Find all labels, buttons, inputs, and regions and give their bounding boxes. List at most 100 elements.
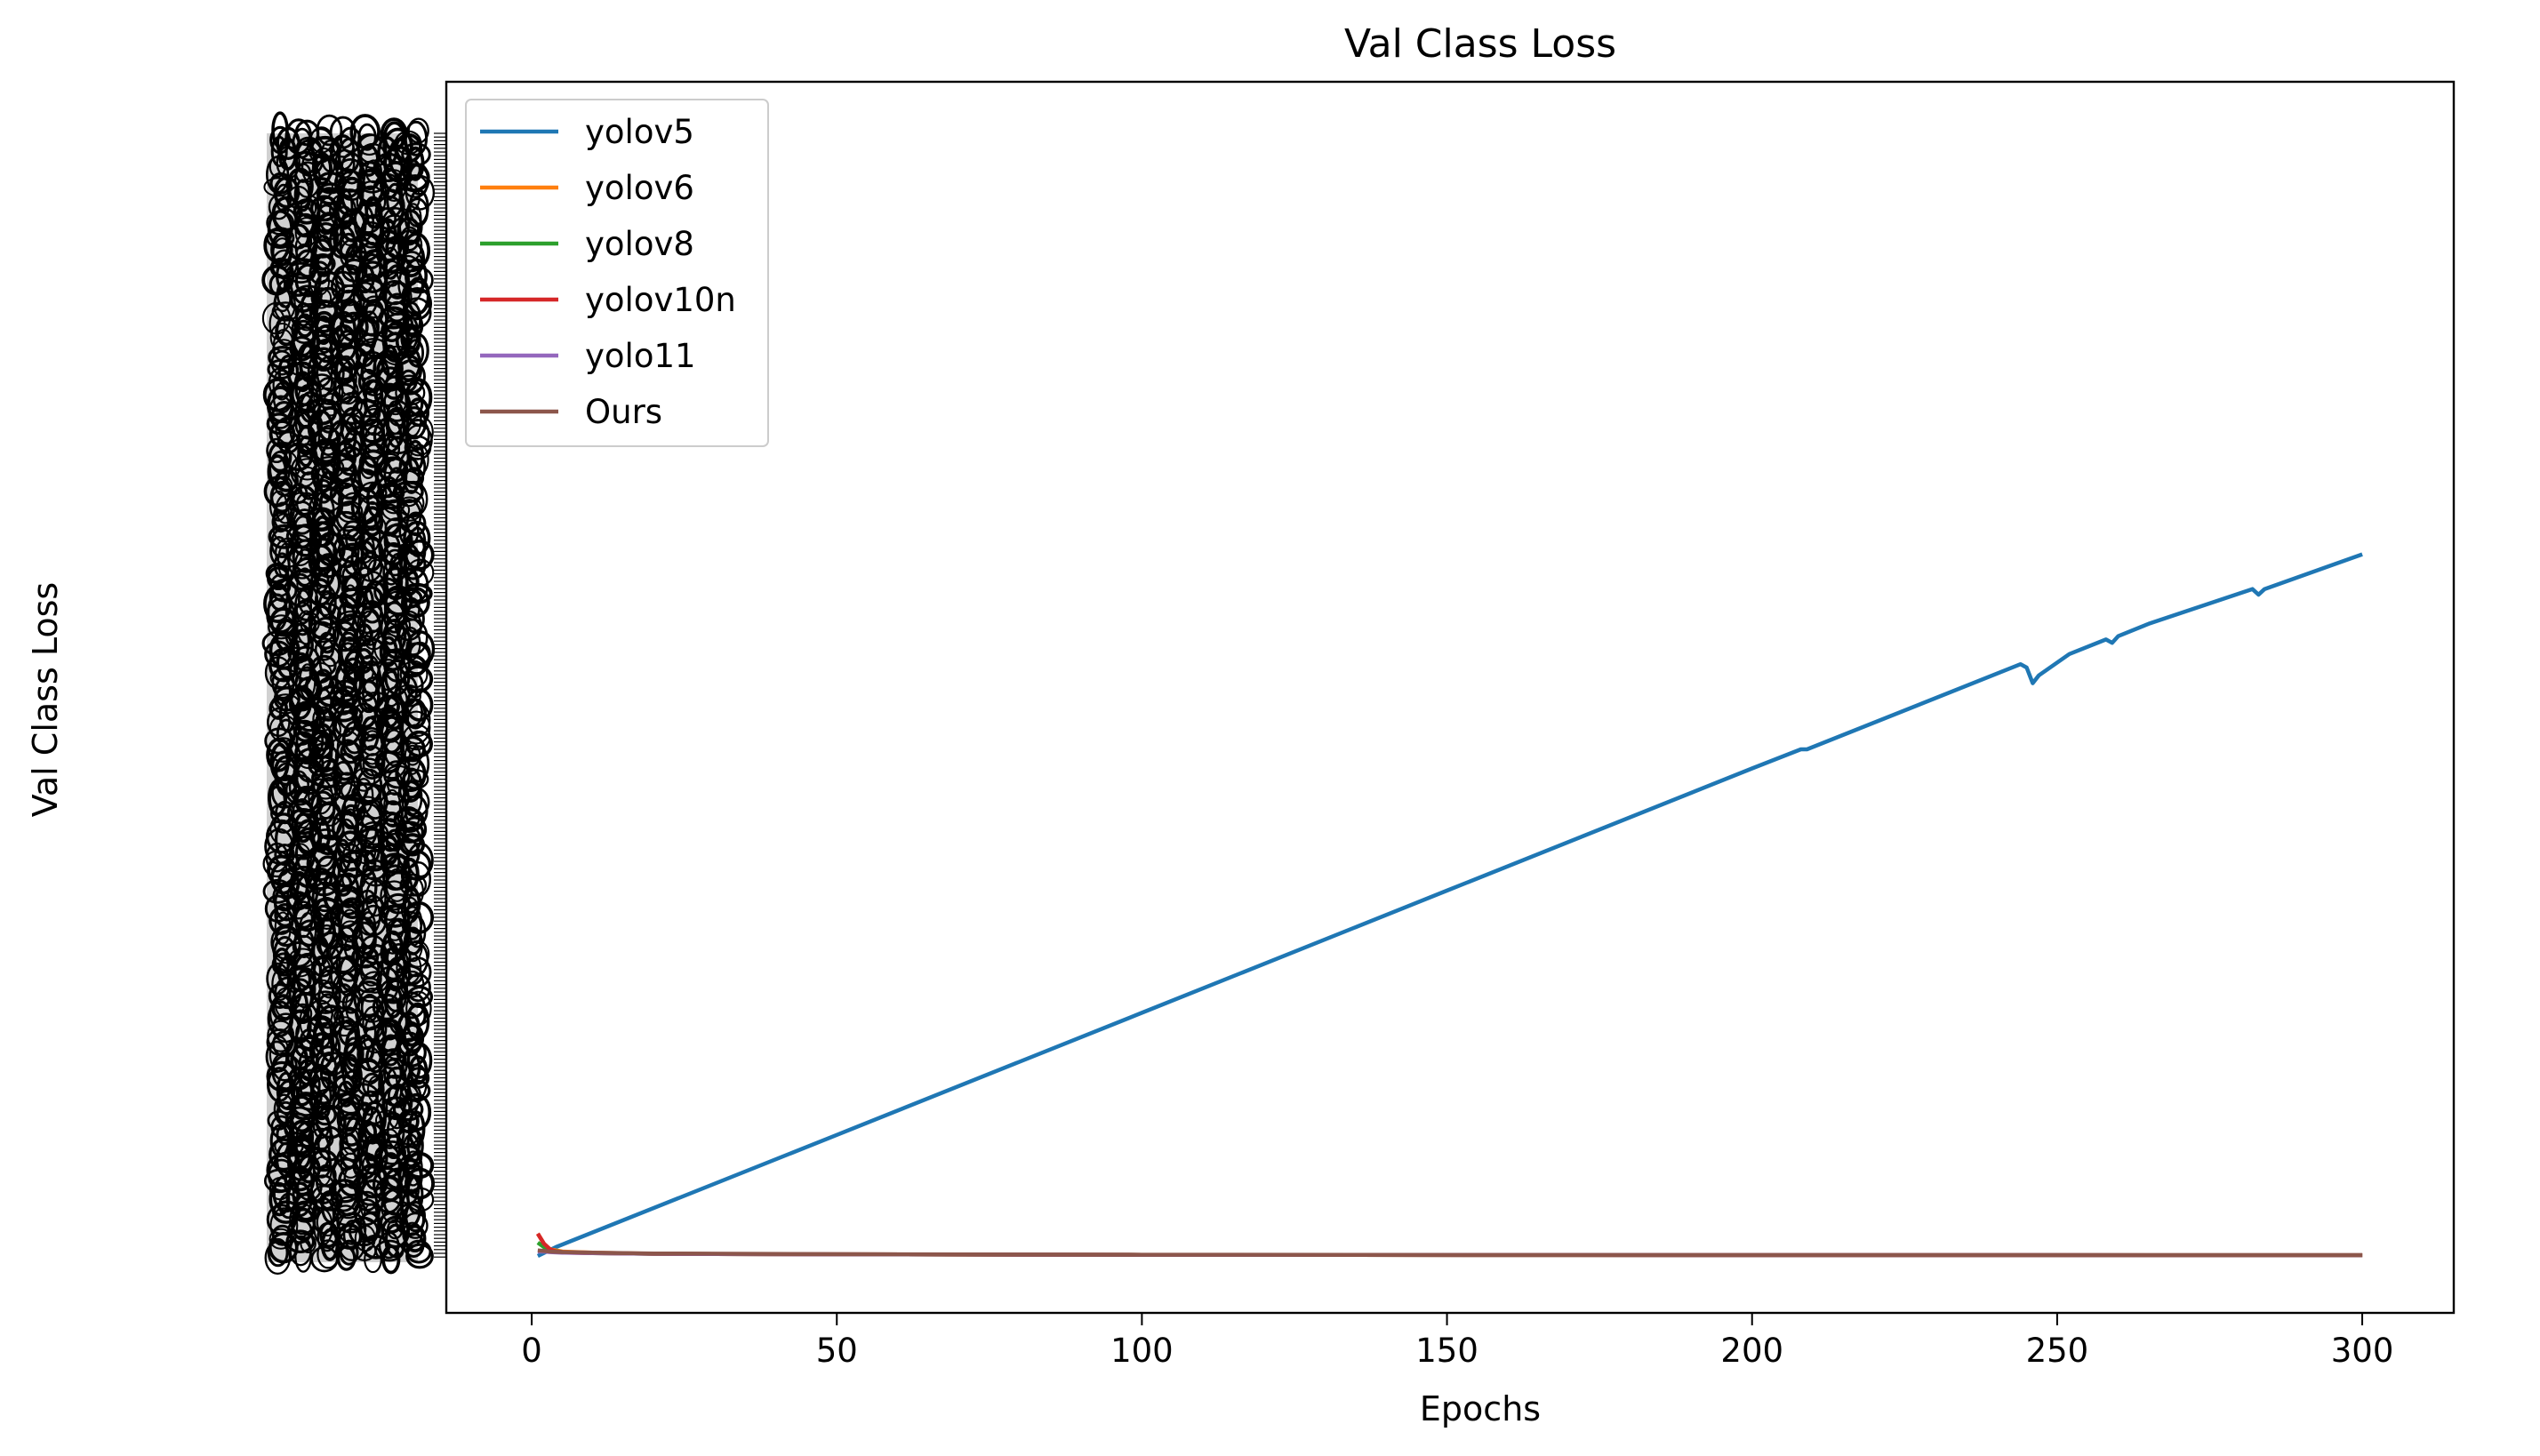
y-tick-label-blob <box>265 1040 289 1074</box>
y-tick-label-blob <box>293 179 312 212</box>
y-tick-label-blob <box>268 647 300 683</box>
y-tick-label-blob <box>364 1245 382 1274</box>
x-tick-label: 300 <box>2331 1332 2394 1370</box>
y-tick-label-blob <box>268 194 290 220</box>
y-tick-label-blob <box>384 281 413 313</box>
y-tick-label-blob <box>312 222 340 252</box>
y-tick-label-blob <box>402 286 433 321</box>
y-tick-label-blob <box>320 1228 340 1261</box>
x-axis-label: Epochs <box>1420 1389 1541 1428</box>
y-tick-label-blob <box>405 1151 435 1180</box>
y-tick-label-blob <box>314 1104 337 1126</box>
y-tick-label-blob <box>310 990 341 1014</box>
y-tick-label-blob <box>402 1212 429 1239</box>
y-tick-label-blob <box>268 441 292 473</box>
y-tick-label-blob <box>285 1229 316 1254</box>
y-tick-label-blob <box>268 490 288 522</box>
y-tick-label-blob <box>273 884 300 922</box>
y-tick-label-blob <box>284 853 313 877</box>
y-tick-label-blob <box>354 666 379 702</box>
y-tick-label-blob <box>310 766 343 789</box>
series-layer <box>535 552 2363 1259</box>
y-tick-label-blob <box>379 818 401 852</box>
y-tick-label-blob <box>267 1237 289 1268</box>
series-line-ours <box>537 1248 2363 1258</box>
y-tick-label-blob <box>261 630 292 657</box>
y-tick-label-blob <box>401 787 430 818</box>
y-tick-label-blob <box>399 549 427 580</box>
y-tick-label-blob <box>331 809 360 847</box>
y-tick-label-blob <box>382 375 405 400</box>
y-axis-label: Val Class Loss <box>26 582 65 817</box>
y-tick-label-blob <box>336 1245 357 1271</box>
y-tick-label-blob <box>397 217 421 246</box>
x-tick-label: 200 <box>1720 1332 1783 1370</box>
y-tick-label-blob <box>309 252 336 275</box>
y-tick-label-blob <box>374 1239 405 1262</box>
legend: yolov5 yolov6 yolov8 yolov10n yolo11 Ours <box>465 99 769 447</box>
x-tick-label: 250 <box>2026 1332 2089 1370</box>
y-tick-label-blob <box>269 607 298 637</box>
y-tick-label-blob <box>400 587 430 619</box>
y-tick-label-blob <box>404 120 429 156</box>
y-tick-label-blob <box>405 1243 434 1269</box>
chart-title: Val Class Loss <box>1344 21 1616 67</box>
y-tick-label-shade <box>267 133 418 1262</box>
y-tick-label-blob <box>284 272 312 297</box>
y-tick-label-blob <box>382 560 400 586</box>
y-tick-label-blob <box>299 471 321 500</box>
y-tick-label-blob <box>338 361 357 396</box>
y-tick-label-blob <box>373 633 402 664</box>
y-tick-label-blob <box>407 745 430 783</box>
y-tick-label-blob <box>310 287 333 309</box>
y-tick-label-blob <box>289 1119 315 1156</box>
x-tick-label: 0 <box>521 1332 542 1370</box>
y-tick-label-blob <box>266 1060 298 1092</box>
y-tick-label-blob <box>340 1152 362 1180</box>
y-tick-label-blob <box>382 800 404 828</box>
y-tick-label-blob <box>262 850 292 878</box>
y-tick-label-blob <box>270 135 288 168</box>
y-tick-label-blob <box>387 917 410 956</box>
legend-label: yolov8 <box>585 225 694 263</box>
y-tick-label-blob <box>394 820 425 844</box>
plot-frame <box>445 80 2456 1315</box>
legend-label: Ours <box>585 393 662 431</box>
y-tick-label-blob <box>300 1233 316 1253</box>
y-tick-label-blob <box>310 238 333 271</box>
y-tick-label-blob <box>294 263 322 298</box>
x-tick-label: 150 <box>1415 1332 1478 1370</box>
y-tick-label-blob <box>405 266 434 294</box>
y-tick-label-blob <box>271 967 291 1001</box>
y-tick-label-blob <box>386 409 405 449</box>
y-tick-label-blob <box>335 1196 362 1220</box>
y-tick-label-blob <box>338 1212 367 1245</box>
y-tick-label-blob <box>311 152 333 186</box>
y-tick-label-blob <box>352 767 376 792</box>
y-tick-label-blob <box>353 980 385 1017</box>
y-tick-label-blob <box>378 1140 407 1165</box>
y-tick-label-blob <box>330 1179 358 1212</box>
y-tick-label-blob <box>350 540 377 578</box>
y-tick-label-blob <box>262 878 292 904</box>
x-axis: 0 50 100 150 200 250 300 <box>521 1313 2393 1370</box>
y-tick-label-blob <box>298 584 319 616</box>
y-tick-label-blob <box>363 826 381 865</box>
y-tick-label-blob <box>307 867 333 891</box>
y-tick-label-blob <box>268 395 294 429</box>
y-tick-label-blob <box>404 698 428 730</box>
y-tick-label-blob <box>404 435 432 460</box>
y-tick-label-blob <box>406 339 425 367</box>
y-tick-label-blob <box>406 703 431 737</box>
legend-label: yolov5 <box>585 113 694 151</box>
y-axis-ticks <box>434 132 446 1258</box>
y-tick-label-blob <box>383 764 413 788</box>
y-tick-label-blob <box>344 244 364 276</box>
y-tick-label-blob <box>351 398 381 428</box>
y-tick-label-blob <box>271 930 301 964</box>
y-tick-label-blob <box>264 1241 292 1276</box>
legend-label: yolov6 <box>585 169 694 207</box>
legend-label: yolov10n <box>585 281 736 319</box>
y-tick-label-blob <box>296 425 316 456</box>
